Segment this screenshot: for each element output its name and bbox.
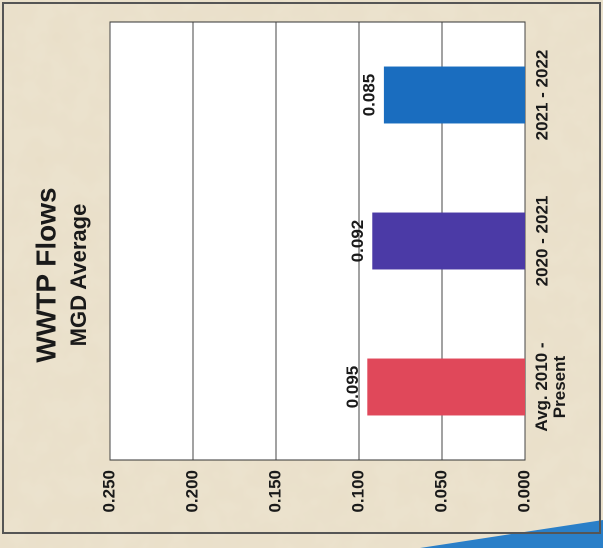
bar [372,212,525,270]
y-tick-label: 0.200 [182,470,201,513]
chart-title: WWTP Flows [30,187,61,362]
y-tick-label: 0.050 [431,470,450,513]
chart-subtitle: MGD Average [66,204,91,347]
value-label: 0.085 [359,74,378,117]
y-tick-label: 0.000 [514,470,533,513]
value-label: 0.095 [343,366,362,409]
x-tick-label: Avg. 2010 -Present [532,342,569,431]
y-tick-label: 0.150 [265,470,284,513]
value-label: 0.092 [348,220,367,263]
y-tick-label: 0.250 [99,470,118,513]
frame [2,2,601,534]
x-tick-label: 2020 - 2021 [532,196,551,287]
bar [383,66,525,124]
rotated-chart: WWTP Flows MGD Average 0.000 0.050 0.100 0.… [30,21,569,513]
x-tick-label: 2021 - 2022 [532,50,551,141]
y-tick-label: 0.100 [348,470,367,513]
bar [367,358,525,416]
